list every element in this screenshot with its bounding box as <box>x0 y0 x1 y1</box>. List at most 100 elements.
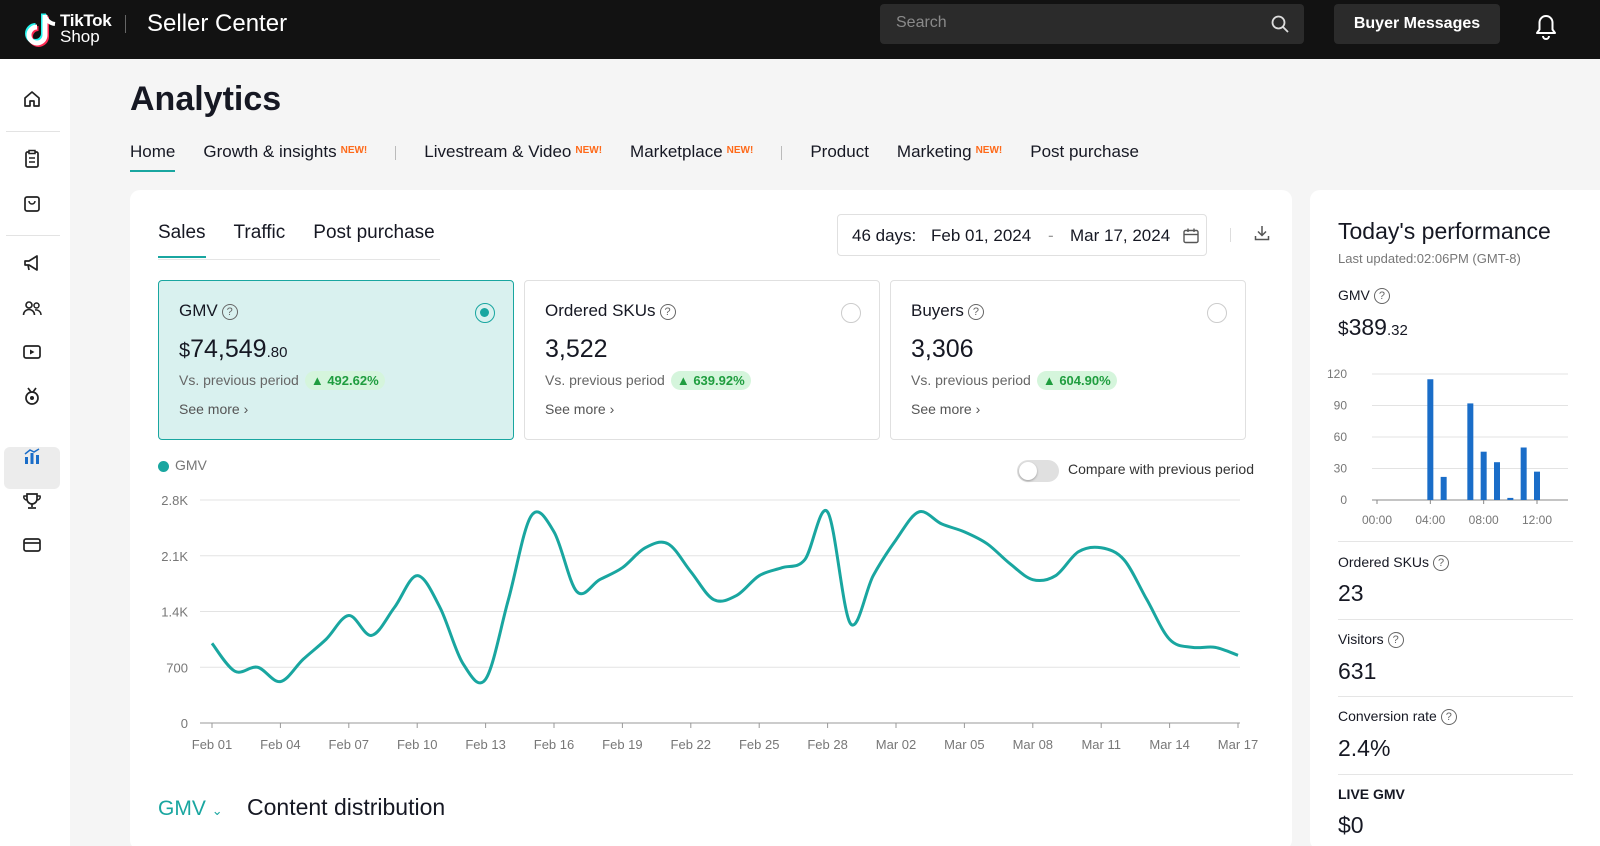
bell-icon[interactable] <box>1533 12 1559 40</box>
nav-divider <box>781 146 783 160</box>
livestream-icon[interactable] <box>20 340 44 364</box>
tiktok-shop-logo[interactable]: TikTok Shop <box>12 6 122 47</box>
hour-bar <box>1494 462 1500 500</box>
nav-tab-marketplace[interactable]: Marketplace NEW! <box>630 142 753 162</box>
metric-radio[interactable] <box>841 303 861 323</box>
x-tick-label: Mar 08 <box>1013 737 1053 752</box>
date-start[interactable]: Feb 01, 2024 <box>931 226 1032 245</box>
hour-bar <box>1467 403 1474 500</box>
nav-tab-livestream[interactable]: Livestream & Video NEW! <box>424 142 602 162</box>
metric-radio[interactable] <box>475 303 495 323</box>
rewards-icon[interactable] <box>20 489 44 513</box>
home-icon[interactable] <box>20 87 44 111</box>
see-more-link[interactable]: See more › <box>911 401 980 417</box>
gmv-cents: .32 <box>1386 322 1408 339</box>
calendar-icon[interactable] <box>1182 227 1200 245</box>
live-gmv-label: LIVE GMV <box>1338 786 1405 802</box>
date-range-picker[interactable]: 46 days: Feb 01, 2024 - Mar 17, 2024 <box>837 214 1207 256</box>
sidebar-divider <box>6 131 60 132</box>
help-icon[interactable]: ? <box>1433 555 1450 571</box>
y-tick-label: 120 <box>1327 367 1347 381</box>
tiktok-logo-icon <box>25 13 56 47</box>
search-icon[interactable] <box>1270 14 1290 34</box>
help-icon[interactable]: ? <box>967 304 984 320</box>
help-icon[interactable]: ? <box>659 304 676 320</box>
new-badge: NEW! <box>575 145 603 156</box>
x-tick-label: Mar 14 <box>1149 737 1189 752</box>
x-tick-label: Feb 25 <box>739 737 779 752</box>
change-badge: ▲ 639.92% <box>670 371 751 390</box>
label-text: Visitors <box>1338 631 1384 647</box>
metric-value: $74,549.80 <box>179 335 287 364</box>
section-title: Content distribution <box>247 794 446 820</box>
x-tick-label: Feb 22 <box>671 737 711 752</box>
today-performance-panel: Today's performance Last updated:02:06PM… <box>1310 190 1600 846</box>
vs-label: Vs. previous period <box>545 372 665 388</box>
chevron-right-icon: › <box>243 401 249 417</box>
metric-card-ordered-skus[interactable]: Ordered SKUs? 3,522 Vs. previous period ▲… <box>524 280 880 440</box>
search-box[interactable] <box>880 4 1304 44</box>
orders-icon[interactable] <box>20 147 44 171</box>
currency-symbol: $ <box>1338 319 1349 340</box>
growth-icon[interactable] <box>20 384 44 408</box>
nav-tab-marketing[interactable]: Marketing NEW! <box>897 142 1002 162</box>
chevron-right-icon: › <box>609 401 615 417</box>
date-end[interactable]: Mar 17, 2024 <box>1070 226 1171 245</box>
compare-toggle[interactable] <box>1017 460 1059 482</box>
affiliate-icon[interactable] <box>20 296 44 320</box>
metric-title: Ordered SKUs <box>545 301 656 320</box>
y-tick-label: 2.8K <box>161 493 188 508</box>
tab-post-purchase[interactable]: Post purchase <box>313 222 435 243</box>
marketing-icon[interactable] <box>20 251 44 275</box>
x-tick-label: Feb 16 <box>534 737 574 752</box>
buyer-messages-button[interactable]: Buyer Messages <box>1334 4 1500 44</box>
metric-radio[interactable] <box>1207 303 1227 323</box>
hour-bar <box>1480 451 1487 500</box>
metric-dropdown[interactable]: GMV ⌄ <box>158 797 223 821</box>
search-input[interactable] <box>896 14 1256 32</box>
tab-traffic[interactable]: Traffic <box>233 222 286 243</box>
nav-tab-home[interactable]: Home <box>130 142 176 172</box>
y-tick-label: 60 <box>1334 430 1348 444</box>
metric-value: 3,522 <box>545 335 608 364</box>
see-more-link[interactable]: See more › <box>179 401 248 417</box>
divider <box>1338 774 1573 775</box>
products-icon[interactable] <box>20 192 44 216</box>
new-badge: NEW! <box>975 145 1003 156</box>
change-value: 492.62% <box>327 373 379 388</box>
analytics-icon[interactable] <box>20 445 44 469</box>
y-tick-label: 700 <box>166 660 188 675</box>
change-value: 639.92% <box>693 373 745 388</box>
panel-title: Today's performance <box>1338 218 1551 244</box>
x-tick-label: Feb 10 <box>397 737 437 752</box>
finance-icon[interactable] <box>20 533 44 557</box>
x-tick-label: Feb 13 <box>465 737 505 752</box>
see-more-label: See more <box>179 401 240 417</box>
help-icon[interactable]: ? <box>1373 288 1390 304</box>
help-icon[interactable]: ? <box>1387 632 1404 648</box>
nav-tab-label: Growth & insights <box>203 142 337 161</box>
currency-symbol: $ <box>179 340 191 362</box>
logo-divider <box>125 15 126 33</box>
nav-tab-post-purchase[interactable]: Post purchase <box>1030 142 1139 162</box>
new-badge: NEW! <box>340 145 368 156</box>
hour-bar <box>1520 447 1527 500</box>
download-icon[interactable] <box>1252 223 1272 243</box>
nav-tab-product[interactable]: Product <box>810 142 869 162</box>
x-tick-label: Feb 19 <box>602 737 642 752</box>
page-title: Analytics <box>130 80 282 118</box>
gmv-series-line <box>210 508 1239 685</box>
help-icon[interactable]: ? <box>1440 709 1457 725</box>
nav-tab-growth[interactable]: Growth & insights NEW! <box>203 142 367 162</box>
conversion-rate-value: 2.4% <box>1338 735 1391 761</box>
tab-sales[interactable]: Sales <box>158 222 206 258</box>
metric-card-buyers[interactable]: Buyers? 3,306 Vs. previous period ▲ 604.9… <box>890 280 1246 440</box>
x-tick-label: Feb 01 <box>192 737 232 752</box>
see-more-label: See more <box>911 401 972 417</box>
logo-line1: TikTok <box>60 11 112 30</box>
today-gmv-label: GMV? <box>1338 287 1390 304</box>
see-more-link[interactable]: See more › <box>545 401 614 417</box>
metric-card-gmv[interactable]: GMV? $74,549.80 Vs. previous period ▲ 492… <box>158 280 514 440</box>
metric-title: Buyers <box>911 301 964 320</box>
help-icon[interactable]: ? <box>221 304 238 320</box>
